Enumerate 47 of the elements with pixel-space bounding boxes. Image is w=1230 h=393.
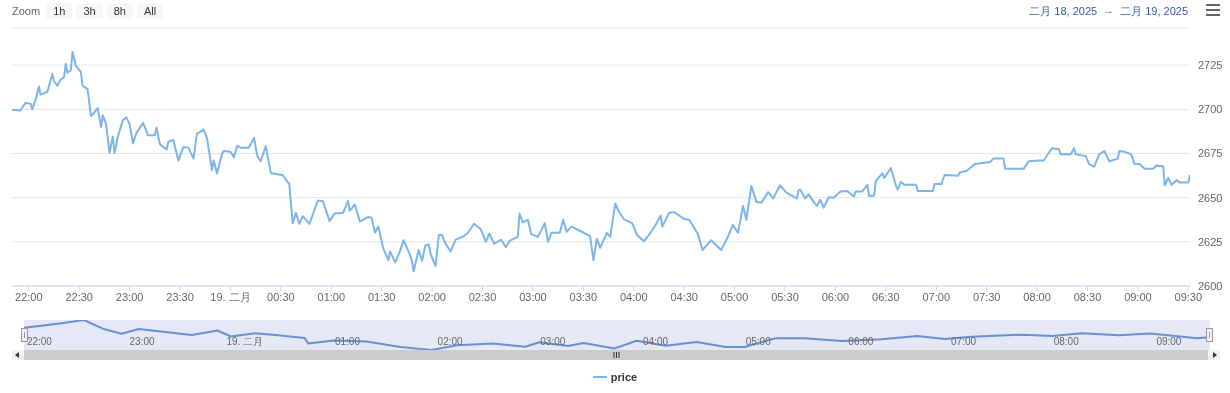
x-tick-label: 06:00 [821, 290, 850, 303]
y-tick-label: 2725 [1198, 59, 1223, 72]
x-tick-label: 04:30 [670, 290, 698, 303]
text: Zoom [12, 5, 41, 17]
y-tick-label: 2675 [1198, 147, 1223, 160]
x-tick-label: 03:00 [519, 290, 547, 303]
x-tick-label: 02:30 [468, 290, 497, 303]
x-tick-label: 22:30 [65, 290, 93, 303]
x-tick-label: 02:00 [418, 290, 446, 303]
x-tick-label: 05:30 [771, 290, 799, 303]
x-tick-label: 03:30 [569, 290, 598, 303]
x-tick-label: 01:30 [367, 290, 396, 303]
text: 二月 18, 2025 [1029, 4, 1098, 19]
x-tick-label: 23:00 [129, 336, 156, 348]
text: All [136, 3, 164, 19]
x-tick-label: 23:30 [166, 290, 194, 303]
x-tick-label: 23:00 [115, 290, 144, 303]
text: 1h [46, 3, 73, 19]
x-tick-label: 09:00 [1124, 290, 1152, 303]
y-tick-label: 2625 [1198, 235, 1223, 248]
x-tick-label: 09:00 [1156, 336, 1182, 348]
x-tick-label: 01:00 [317, 290, 346, 303]
x-tick-label: 04:00 [620, 290, 648, 303]
x-tick-label: 08:30 [1073, 290, 1102, 303]
x-tick-label: 22:00 [15, 290, 43, 303]
text: 3h [76, 3, 103, 19]
text: 二月 19, 2025 [1120, 4, 1188, 19]
x-tick-label: 05:00 [720, 290, 749, 303]
text: 8h [106, 3, 133, 19]
y-tick-label: 2700 [1198, 103, 1223, 116]
text: → [1103, 4, 1115, 18]
legend-label: price [609, 371, 638, 383]
x-tick-label: 08:00 [1053, 336, 1080, 348]
y-tick-label: 2650 [1198, 191, 1223, 204]
x-tick-label: 08:00 [1023, 290, 1051, 303]
x-tick-label: 09:30 [1174, 290, 1203, 303]
y-tick-label: 2600 [1198, 279, 1223, 292]
x-tick-label: 22:00 [26, 336, 53, 348]
x-tick-label: 07:00 [951, 336, 977, 348]
x-tick-label: 07:00 [922, 290, 951, 303]
line-series [12, 51, 1190, 273]
x-tick-label: 07:30 [972, 290, 1001, 303]
x-tick-label: 19. 二月 [210, 290, 251, 303]
x-tick-label: 00:30 [267, 290, 295, 303]
x-tick-label: 02:00 [437, 336, 464, 348]
x-tick-label: 19. 二月 [226, 336, 264, 348]
x-tick-label: 06:30 [872, 290, 900, 303]
